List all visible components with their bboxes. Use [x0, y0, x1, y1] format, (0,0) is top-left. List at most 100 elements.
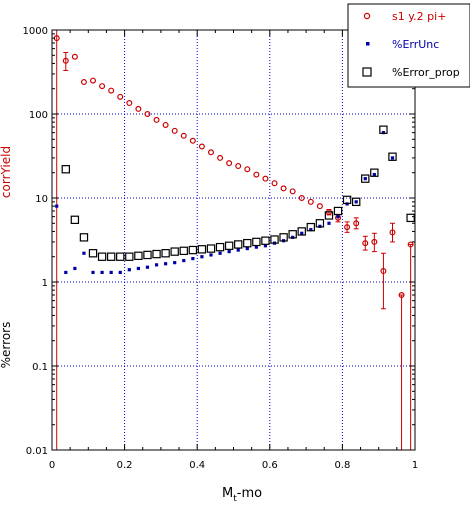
data-point-series-1: [217, 154, 224, 161]
data-point-series-3: [106, 252, 116, 261]
data-point-series-2: [372, 172, 376, 177]
data-point-series-1: [162, 121, 169, 128]
data-point-series-2: [309, 228, 313, 232]
data-point-series-1: [108, 87, 115, 94]
x-axis-label-subscript: t: [233, 494, 237, 504]
data-point-series-2: [154, 263, 159, 267]
data-point-series-3: [261, 236, 270, 245]
data-point-series-3: [270, 235, 279, 244]
data-point-series-3: [215, 242, 225, 252]
data-point-series-3: [279, 233, 288, 242]
data-point-series-2: [145, 265, 150, 269]
data-point-series-3: [406, 213, 415, 223]
data-point-series-2: [100, 270, 104, 275]
data-point-series-2: [200, 255, 204, 259]
data-point-series-2: [55, 204, 59, 208]
data-point-series-3: [134, 251, 143, 261]
data-point-series-3: [79, 233, 89, 242]
data-point-series-2: [73, 266, 77, 271]
data-point-series-3: [234, 240, 243, 249]
data-point-series-1: [407, 241, 414, 248]
error-bars: [54, 29, 414, 451]
data-point-series-3: [97, 252, 107, 261]
data-point-series-1: [262, 175, 269, 182]
data-point-series-2: [82, 251, 86, 255]
data-point-series-3: [206, 244, 216, 253]
data-point-series-3: [88, 249, 98, 258]
data-point-series-2: [91, 270, 95, 275]
data-point-series-2: [136, 266, 140, 271]
data-point-series-1: [307, 198, 314, 205]
data-point-series-3: [361, 174, 370, 183]
data-point-series-2: [64, 270, 68, 275]
data-point-series-1: [371, 238, 378, 245]
data-point-series-3: [379, 125, 388, 134]
data-point-series-3: [61, 165, 70, 174]
data-point-series-2: [109, 270, 113, 275]
data-point-series-1: [380, 268, 387, 275]
data-point-series-1: [226, 160, 233, 167]
data-point-series-2: [354, 200, 358, 204]
data-point-series-2: [173, 261, 177, 265]
data-point-series-1: [362, 240, 369, 247]
data-point-series-2: [164, 262, 168, 266]
grid-lines: [52, 30, 415, 450]
data-point-series-3: [170, 247, 179, 256]
y-tick-label: 0.01: [26, 446, 48, 457]
data-point-series-3: [370, 168, 379, 177]
data-point-series-3: [161, 249, 170, 258]
data-point-series-3: [152, 249, 161, 259]
data-point-series-3: [252, 237, 261, 247]
x-tick-label: 0.6: [262, 460, 278, 471]
data-point-series-1: [180, 132, 187, 139]
data-point-series-2: [245, 246, 249, 251]
data-marks: [53, 35, 415, 299]
y-tick-label: 1: [42, 278, 48, 289]
data-point-series-3: [388, 152, 397, 161]
legend-marker-filled-square: [366, 42, 370, 46]
data-point-series-2: [227, 250, 231, 254]
data-point-series-2: [127, 268, 131, 272]
data-point-series-1: [398, 292, 405, 299]
legend-label-series-2: %ErrUnc: [392, 38, 439, 51]
legend-marker-open-square: [362, 67, 372, 77]
legend-label-series-3: %Error_prop: [392, 66, 460, 79]
data-point-series-3: [315, 219, 325, 228]
data-point-series-3: [333, 206, 343, 216]
data-point-series-1: [126, 100, 133, 107]
x-tick-label: 0.8: [334, 460, 350, 471]
axis-ticks: 0 0.2 0.4 0.6 0.8 1 0.01 0.1 1 10 100 1000: [23, 26, 419, 471]
data-point-series-1: [80, 79, 87, 86]
data-point-series-2: [300, 231, 304, 235]
data-point-series-3: [116, 252, 125, 261]
data-point-series-3: [306, 222, 316, 232]
legend: s1 y.2 pi+ %ErrUnc %Error_prop: [347, 3, 470, 88]
x-tick-label: 1: [412, 460, 418, 471]
y-axis-label-bottom: %errors: [0, 322, 13, 369]
x-tick-label: 0: [49, 460, 55, 471]
x-axis-label-main: M: [222, 486, 233, 501]
y-tick-label: 10: [35, 194, 48, 205]
data-point-series-1: [253, 171, 260, 178]
data-point-series-2: [336, 215, 340, 219]
data-point-series-1: [244, 166, 251, 173]
data-point-series-2: [254, 245, 258, 249]
y-tick-label: 100: [29, 110, 48, 121]
data-point-series-3: [297, 227, 306, 236]
data-point-series-3: [224, 241, 234, 250]
data-point-series-1: [344, 224, 351, 231]
data-point-series-1: [298, 195, 305, 202]
data-point-series-1: [117, 93, 124, 100]
x-axis-label: Mt-mo: [222, 486, 262, 504]
data-point-series-3: [70, 215, 80, 225]
data-point-series-1: [235, 163, 242, 170]
data-point-series-2: [209, 253, 213, 257]
data-point-series-1: [99, 83, 106, 90]
x-tick-label: 0.4: [189, 460, 205, 471]
data-point-series-1: [135, 105, 142, 112]
data-point-series-3: [143, 250, 152, 260]
data-point-series-2: [381, 131, 386, 135]
data-point-series-1: [144, 110, 151, 117]
data-point-series-3: [188, 245, 198, 255]
